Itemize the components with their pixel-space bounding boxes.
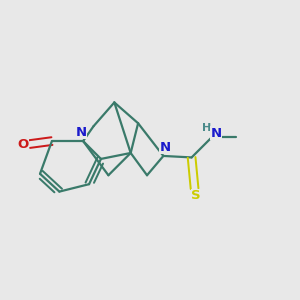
Text: N: N	[210, 127, 221, 140]
Text: H: H	[202, 123, 212, 133]
Text: N: N	[76, 126, 87, 139]
Text: N: N	[159, 140, 170, 154]
Text: S: S	[191, 189, 201, 202]
Text: O: O	[17, 138, 29, 151]
